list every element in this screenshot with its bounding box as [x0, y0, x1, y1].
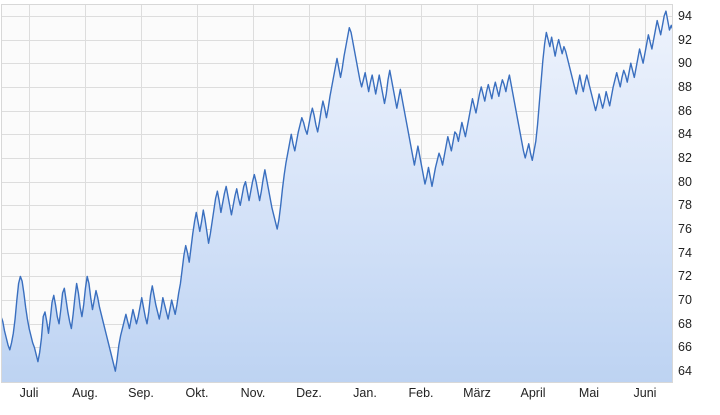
- y-axis-tick-label: 80: [678, 174, 692, 189]
- x-axis-tick-label: Okt.: [185, 386, 209, 400]
- y-axis-tick-label: 70: [678, 293, 692, 308]
- y-axis-tick-label: 90: [678, 56, 692, 71]
- y-axis-tick-label: 64: [678, 364, 692, 379]
- y-axis-tick-label: 88: [678, 79, 692, 94]
- x-axis-tick-label: Feb.: [408, 386, 434, 400]
- y-axis-tick-label: 74: [678, 245, 692, 260]
- x-axis-tick-label: März: [463, 386, 491, 400]
- y-axis-tick-label: 92: [678, 32, 692, 47]
- x-axis-tick-label: Sep.: [128, 386, 154, 400]
- plot-area[interactable]: [1, 4, 673, 383]
- y-axis-tick-label: 76: [678, 222, 692, 237]
- x-axis-tick-label: Nov.: [240, 386, 266, 400]
- x-axis-tick-label: Mai: [578, 386, 600, 400]
- y-axis-tick-label: 86: [678, 103, 692, 118]
- x-axis-tick-label: Jan.: [353, 386, 377, 400]
- plot-border: [1, 4, 673, 383]
- y-axis: 64 66 68 70 72 74 76 78 80 82 84 86 88 90 92 94: [678, 4, 718, 383]
- y-axis-tick-label: 66: [678, 340, 692, 355]
- x-axis-tick-label: Aug.: [72, 386, 98, 400]
- x-axis-tick-label: Juli: [19, 386, 39, 400]
- y-axis-tick-label: 68: [678, 316, 692, 331]
- y-axis-tick-label: 78: [678, 198, 692, 213]
- y-axis-tick-label: 84: [678, 127, 692, 142]
- price-line: [1, 10, 673, 372]
- y-axis-tick-label: 72: [678, 269, 692, 284]
- y-axis-tick-label: 94: [678, 8, 692, 23]
- x-axis-tick-label: April: [520, 386, 546, 400]
- x-axis-tick-label: Juni: [633, 386, 657, 400]
- x-axis: Juli Aug. Sep. Okt. Nov. Dez. Jan. Feb. März Apri…: [0, 386, 720, 406]
- y-axis-tick-label: 82: [678, 150, 692, 165]
- price-area-fill: [1, 11, 673, 383]
- price-area-chart-svg[interactable]: [1, 4, 673, 383]
- x-axis-tick-label: Dez.: [296, 386, 322, 400]
